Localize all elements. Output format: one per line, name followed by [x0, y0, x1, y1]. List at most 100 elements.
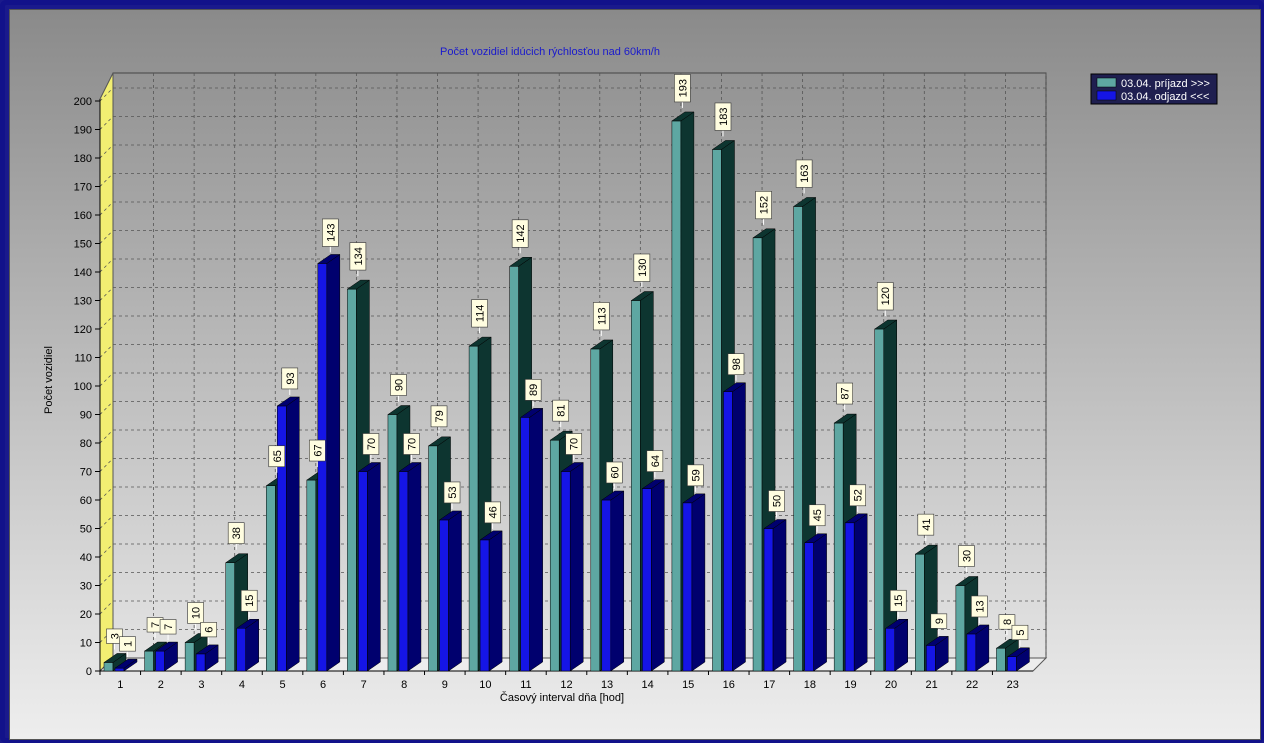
bar-odjazd-6-side: [326, 253, 341, 672]
y-tick-label: 130: [74, 296, 92, 308]
bar-odjazd-3-front: [195, 653, 206, 672]
label-odjazd-14-text: 64: [650, 455, 662, 467]
label-odjazd-15-box: [687, 464, 704, 487]
label-odjazd-2: 7: [159, 619, 177, 641]
label-odjazd-9: 53: [443, 481, 461, 509]
label-prijazd-5-text: 65: [272, 450, 284, 462]
bar-prijazd-9-front: [428, 445, 438, 672]
y-tick-label: 50: [80, 524, 92, 536]
label-odjazd-19-box: [849, 484, 866, 507]
label-prijazd-10-text: 114: [475, 305, 487, 323]
label-prijazd-9-text: 79: [434, 410, 446, 422]
bar-odjazd-6-front: [317, 263, 328, 672]
label-prijazd-15: 193: [674, 74, 691, 108]
x-tick-label: 23: [1007, 679, 1019, 691]
label-prijazd-21-text: 41: [921, 519, 933, 531]
label-prijazd-18-box: [795, 159, 813, 188]
bar-odjazd-10-side: [488, 530, 503, 672]
label-odjazd-6-text: 143: [325, 224, 337, 242]
x-tick-label: 3: [198, 679, 204, 691]
legend: 03.04. príjazd >>> 03.04. odjazd <<<: [1090, 73, 1218, 105]
bar-odjazd-7-side: [367, 462, 381, 672]
y-tick-label: 90: [80, 410, 92, 422]
label-prijazd-14-box: [633, 253, 651, 282]
bar-odjazd-15-front: [682, 502, 693, 672]
bar-odjazd-18: [803, 533, 828, 672]
bar-odjazd-11: [519, 407, 544, 672]
label-odjazd-10-box: [484, 501, 501, 524]
label-odjazd-23-box: [1011, 624, 1029, 641]
label-prijazd-1: 3: [106, 628, 123, 650]
label-odjazd-17-box: [768, 490, 785, 512]
bar-odjazd-5: [276, 396, 301, 672]
label-odjazd-19-text: 52: [853, 489, 865, 501]
bar-odjazd-9-side: [448, 510, 462, 672]
label-odjazd-14-box: [646, 450, 664, 472]
bar-odjazd-22-top: [966, 624, 990, 635]
label-prijazd-12-box: [552, 399, 570, 422]
bar-odjazd-20: [884, 618, 909, 672]
bar-odjazd-8-front: [398, 471, 409, 672]
label-prijazd-20-box: [876, 282, 894, 311]
bar-odjazd-7: [357, 462, 382, 672]
y-tick-label: 110: [74, 353, 92, 365]
label-prijazd-12: 81: [552, 399, 570, 428]
bar-odjazd-1-top: [114, 658, 138, 669]
label-prijazd-8: 90: [390, 374, 407, 402]
label-odjazd-13-text: 60: [609, 466, 621, 478]
label-odjazd-2-text: 7: [163, 624, 175, 630]
label-odjazd-3-box: [200, 622, 217, 638]
bar-odjazd-16-side: [732, 382, 746, 672]
bar-odjazd-21-front: [926, 645, 936, 672]
y-tick-label: 80: [80, 438, 92, 450]
bar-prijazd-14-front: [631, 300, 641, 672]
bar-prijazd-21-top: [914, 544, 939, 555]
bar-odjazd-10: [479, 530, 503, 672]
label-odjazd-10-text: 46: [488, 506, 500, 518]
label-prijazd-18-text: 163: [799, 165, 811, 183]
bar-odjazd-17-front: [763, 528, 774, 672]
bar-prijazd-22-top: [955, 576, 979, 586]
label-odjazd-15-text: 59: [690, 469, 702, 481]
label-odjazd-23-text: 5: [1015, 629, 1027, 635]
bar-prijazd-9-top: [427, 436, 452, 447]
label-prijazd-14: 130: [633, 253, 651, 288]
label-prijazd-15-text: 193: [677, 79, 689, 97]
label-prijazd-20: 120: [876, 282, 894, 316]
label-prijazd-2-text: 7: [150, 622, 162, 628]
bar-prijazd-6-front: [306, 479, 317, 672]
bar-odjazd-18-front: [804, 542, 814, 672]
x-tick-label: 10: [479, 679, 491, 691]
bar-odjazd-13-front: [601, 499, 612, 672]
bar-odjazd-16-top: [722, 382, 747, 392]
bar-prijazd-1: [103, 652, 127, 672]
label-odjazd-23: 5: [1011, 624, 1029, 646]
bar-odjazd-19: [844, 513, 868, 672]
bar-odjazd-2-front: [155, 650, 165, 672]
bar-odjazd-23-top: [1006, 647, 1031, 657]
label-odjazd-15: 59: [687, 464, 704, 492]
label-prijazd-10: 114: [471, 299, 488, 334]
label-prijazd-3-text: 10: [191, 607, 203, 619]
legend-swatch-odjazd: [1096, 90, 1117, 101]
label-prijazd-16-box: [714, 102, 732, 131]
bar-odjazd-5-side: [286, 396, 300, 672]
bar-odjazd-17: [763, 519, 787, 672]
bar-odjazd-8: [398, 462, 422, 672]
bar-prijazd-12-front: [549, 439, 560, 672]
bar-prijazd-17-top: [752, 228, 776, 239]
bar-prijazd-18-top: [792, 197, 817, 207]
label-odjazd-16: 98: [727, 353, 745, 381]
bar-odjazd-19-top: [844, 513, 868, 524]
label-prijazd-6: 67: [309, 439, 326, 468]
label-prijazd-22: 30: [958, 545, 975, 573]
label-odjazd-5-text: 93: [285, 372, 297, 384]
y-axis-ticks: 0 10 20 30 40 50 60 70 80 90 100 110 120 130 140 150 160…: [74, 96, 101, 678]
y-tick-label: 10: [80, 638, 92, 650]
label-odjazd-1-box: [119, 636, 136, 652]
label-prijazd-4-box: [227, 522, 245, 545]
label-odjazd-18-text: 45: [812, 509, 824, 521]
label-prijazd-13: 113: [592, 302, 610, 336]
label-prijazd-21-box: [917, 513, 935, 536]
